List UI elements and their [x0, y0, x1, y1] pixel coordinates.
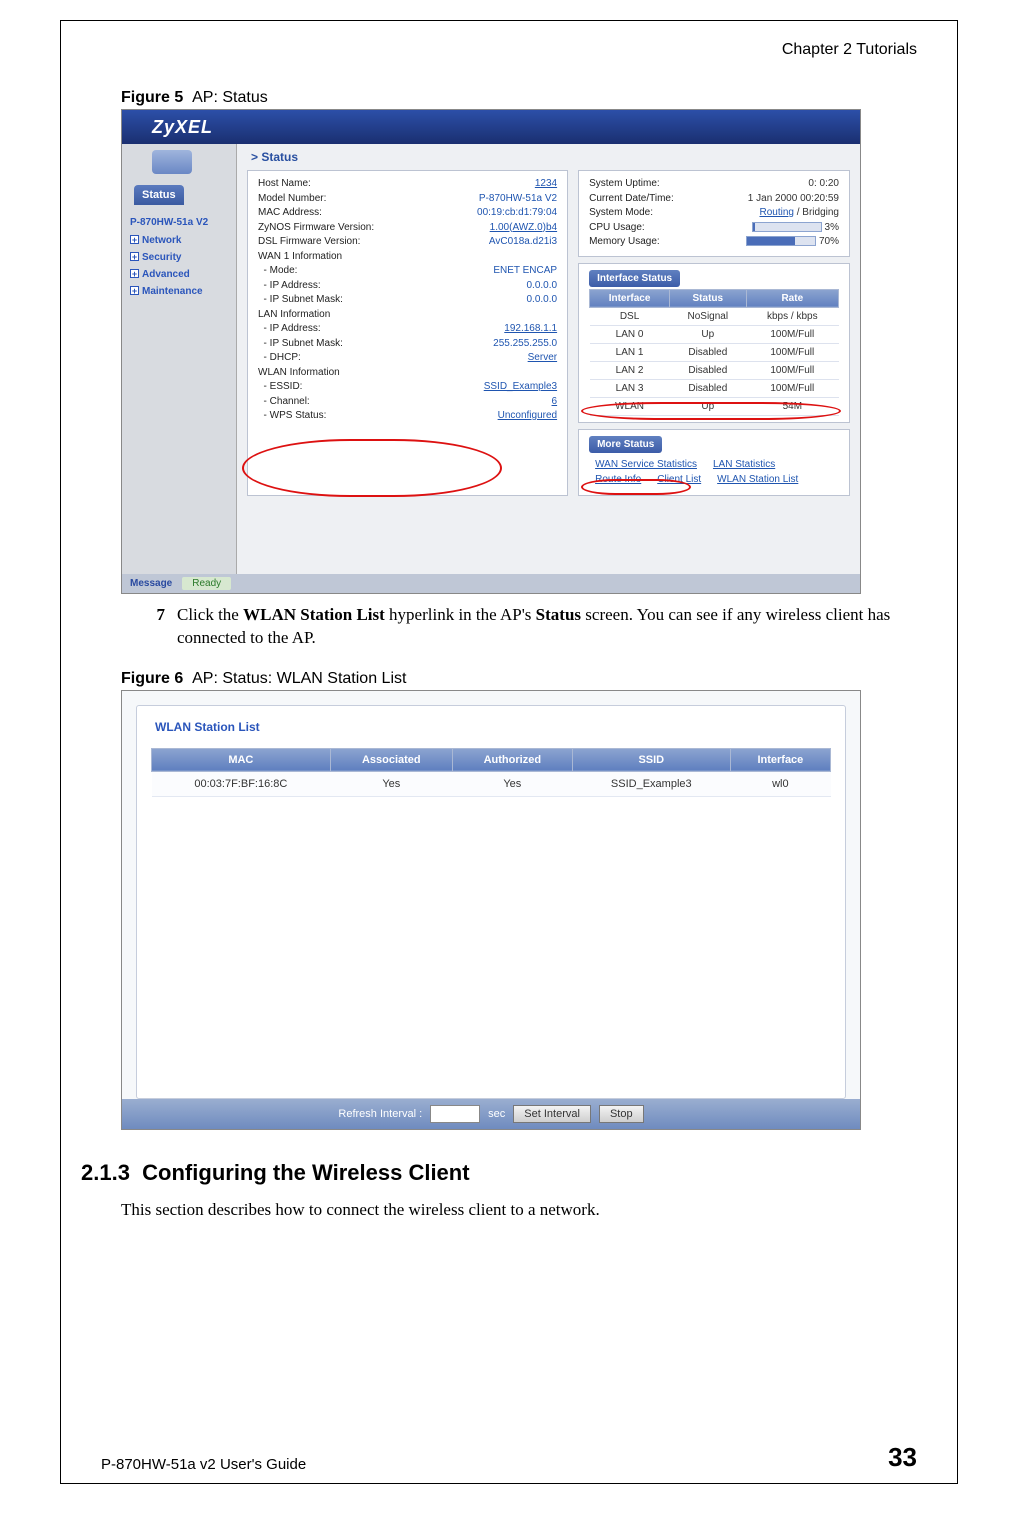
interface-status-header: Interface Status: [589, 270, 680, 287]
section-2-1-3-heading: 2.1.3 Configuring the Wireless Client: [81, 1160, 917, 1186]
page-footer: P-870HW-51a v2 User's Guide 33: [101, 1442, 917, 1473]
info-row: LAN Information: [258, 308, 557, 323]
router-topbar: ZyXEL: [122, 110, 860, 144]
message-bar: Message Ready: [122, 574, 860, 593]
wlan-station-table: MACAssociatedAuthorizedSSIDInterface00:0…: [151, 748, 831, 797]
link-value[interactable]: SSID_Example3: [484, 380, 557, 395]
info-row: - IP Subnet Mask:0.0.0.0: [258, 293, 557, 308]
sidebar-item-network[interactable]: +Network: [122, 232, 236, 249]
more-status-link[interactable]: LAN Statistics: [713, 459, 775, 470]
interface-row: LAN 1Disabled100M/Full: [590, 343, 839, 361]
info-row: WLAN Information: [258, 366, 557, 381]
figure6-wlan-panel: WLAN Station List MACAssociatedAuthorize…: [121, 690, 861, 1130]
message-label: Message: [130, 578, 172, 589]
sidebar-status-tab[interactable]: Status: [134, 185, 184, 205]
figure5-router-ui: ZyXEL Status P-870HW-51a V2 +Network+Sec…: [121, 109, 861, 594]
figure6-label: Figure 6: [121, 670, 183, 687]
interface-row: WLANUp54M: [590, 397, 839, 415]
info-row: ZyNOS Firmware Version:1.00(AWZ.0)b4: [258, 221, 557, 236]
info-row: Model Number:P-870HW-51a V2: [258, 192, 557, 207]
figure5-caption-text: AP: Status: [192, 89, 268, 106]
info-row: - DHCP:Server: [258, 351, 557, 366]
info-row: - IP Address:0.0.0.0: [258, 279, 557, 294]
wlan-station-list-title: WLAN Station List: [155, 720, 831, 734]
device-info-panel: Host Name:1234Model Number:P-870HW-51a V…: [247, 170, 568, 496]
more-status-link[interactable]: Route Info: [595, 474, 641, 485]
info-row: MAC Address:00:19:cb:d1:79:04: [258, 206, 557, 221]
info-row: DSL Firmware Version:AvC018a.d21i3: [258, 235, 557, 250]
interface-row: LAN 2Disabled100M/Full: [590, 361, 839, 379]
link-value[interactable]: 192.168.1.1: [504, 322, 557, 337]
more-status-link[interactable]: WLAN Station List: [717, 474, 798, 485]
interface-row: LAN 0Up100M/Full: [590, 325, 839, 343]
refresh-interval-label: Refresh Interval :: [338, 1108, 422, 1120]
ready-status: Ready: [182, 577, 231, 590]
interface-row: DSLNoSignalkbps / kbps: [590, 307, 839, 325]
sec-label: sec: [488, 1108, 505, 1120]
more-status-link[interactable]: WAN Service Statistics: [595, 459, 697, 470]
router-main: > Status Host Name:1234Model Number:P-87…: [237, 144, 860, 574]
figure5-label: Figure 5: [121, 89, 183, 106]
zyxel-logo: ZyXEL: [152, 117, 213, 138]
sys-row: CPU Usage:3%: [589, 221, 839, 236]
link-value[interactable]: 6: [552, 395, 558, 410]
sidebar-item-maintenance[interactable]: +Maintenance: [122, 283, 236, 300]
sys-row: Current Date/Time:1 Jan 2000 00:20:59: [589, 192, 839, 207]
sidebar-model: P-870HW-51a V2: [122, 215, 236, 232]
more-status-link[interactable]: Client List: [657, 474, 701, 485]
figure6-caption: Figure 6 AP: Status: WLAN Station List: [121, 670, 917, 688]
interface-row: LAN 3Disabled100M/Full: [590, 379, 839, 397]
section-body: This section describes how to connect th…: [121, 1200, 917, 1220]
sys-row: System Mode:Routing / Bridging: [589, 206, 839, 221]
figure6-caption-text: AP: Status: WLAN Station List: [192, 670, 406, 687]
refresh-interval-input[interactable]: [430, 1105, 480, 1123]
info-row: - WPS Status:Unconfigured: [258, 409, 557, 424]
system-info-panel: System Uptime:0: 0:20Current Date/Time:1…: [578, 170, 850, 257]
more-status-header: More Status: [589, 436, 662, 453]
more-status-panel: More Status WAN Service Statistics LAN St…: [578, 429, 850, 496]
link-value[interactable]: Server: [528, 351, 557, 366]
step-number: 7: [147, 604, 165, 650]
interface-table: InterfaceStatusRateDSLNoSignalkbps / kbp…: [589, 289, 839, 416]
figure5-caption: Figure 5 AP: Status: [121, 89, 917, 107]
sidebar-item-security[interactable]: +Security: [122, 249, 236, 266]
sys-row: Memory Usage:70%: [589, 235, 839, 250]
status-heading: > Status: [247, 150, 850, 164]
stop-button[interactable]: Stop: [599, 1105, 644, 1123]
step-7: 7 Click the WLAN Station List hyperlink …: [147, 604, 917, 650]
info-row: - ESSID:SSID_Example3: [258, 380, 557, 395]
sidebar-item-advanced[interactable]: +Advanced: [122, 266, 236, 283]
info-row: - IP Address:192.168.1.1: [258, 322, 557, 337]
wlan-station-row: 00:03:7F:BF:16:8CYesYesSSID_Example3wl0: [152, 771, 831, 796]
router-sidebar: Status P-870HW-51a V2 +Network+Security+…: [122, 144, 237, 574]
link-value[interactable]: Unconfigured: [498, 409, 557, 424]
chapter-header: Chapter 2 Tutorials: [121, 41, 917, 59]
interface-status-panel: Interface Status InterfaceStatusRateDSLN…: [578, 263, 850, 423]
status-icon: [152, 150, 192, 174]
set-interval-button[interactable]: Set Interval: [513, 1105, 591, 1123]
footer-guide: P-870HW-51a v2 User's Guide: [101, 1456, 306, 1473]
sys-row: System Uptime:0: 0:20: [589, 177, 839, 192]
info-row: WAN 1 Information: [258, 250, 557, 265]
info-row: - Mode:ENET ENCAP: [258, 264, 557, 279]
link-value[interactable]: 1234: [535, 177, 557, 192]
page-number: 33: [888, 1442, 917, 1473]
info-row: - Channel:6: [258, 395, 557, 410]
link-value[interactable]: 1.00(AWZ.0)b4: [490, 221, 557, 236]
wlan-refresh-bar: Refresh Interval : sec Set Interval Stop: [122, 1099, 860, 1129]
step-text: Click the WLAN Station List hyperlink in…: [177, 604, 917, 650]
info-row: - IP Subnet Mask:255.255.255.0: [258, 337, 557, 352]
info-row: Host Name:1234: [258, 177, 557, 192]
